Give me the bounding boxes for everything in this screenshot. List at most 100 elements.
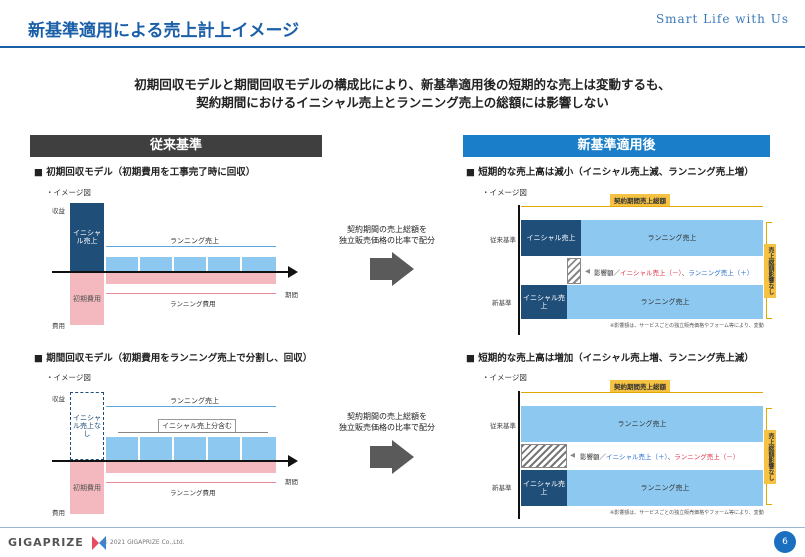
allocation-text-1-line1: 契約期間の売上総額を — [347, 225, 427, 234]
copyright: © 2021 GIGAPRIZE Co.,Ltd. — [102, 539, 185, 546]
case1-new-label: 新基準 — [492, 299, 512, 307]
model2-cost-label: 費用 — [52, 509, 65, 517]
case1-title: ■ 短期的な売上高は減小（イニシャル売上減、ランニング売上増） — [466, 167, 754, 178]
model2-image-label: ・イメージ図 — [46, 373, 91, 382]
allocation-text-2-line1: 契約期間の売上総額を — [347, 412, 427, 421]
page-number: 6 — [774, 531, 796, 553]
left-panel-header: 従来基準 — [30, 135, 322, 157]
model1-running-block — [174, 257, 206, 271]
convert-arrow-shaft-icon — [370, 446, 392, 468]
case1-new-running-bar: ランニング売上 — [567, 285, 763, 319]
model2-running-block — [208, 437, 240, 460]
case1-contract-total-badge: 契約期間売上総額 — [610, 194, 670, 206]
case2-vertical-axis — [518, 391, 520, 519]
model2-running-cost-bracket — [106, 482, 276, 483]
model1-running-block — [106, 257, 138, 271]
model1-period-label: 期間 — [285, 291, 298, 299]
model1-running-sales-label: ランニング売上 — [170, 237, 219, 245]
summary-line-1: 初期回収モデルと期間回収モデルの構成比により、新基準適用後の短期的な売上は変動す… — [134, 77, 671, 92]
model1-image-label: ・イメージ図 — [46, 188, 91, 197]
model1-time-axis — [52, 271, 290, 273]
model2-running-sales-bracket — [106, 406, 276, 407]
model2-revenue-label: 収益 — [52, 395, 65, 403]
model1-running-block — [208, 257, 240, 271]
model1-running-block — [242, 257, 276, 271]
convert-arrow-head-icon — [392, 252, 414, 286]
case2-note: ※影響額は、サービスごとの独立販売価格やフォーム等により、変動 — [610, 510, 764, 516]
model2-running-block — [106, 437, 138, 460]
case1-no-impact-badge: 売上総額影響なし — [764, 244, 776, 298]
company-logo: GIGAPRIZE — [8, 536, 106, 550]
model1-running-sales-bracket — [106, 246, 276, 247]
model2-includes-initial-label: イニシャル売上分含む — [158, 419, 236, 433]
case1-vertical-axis — [518, 205, 520, 335]
model1-initial-sales-bar: イニシャル売上 — [70, 203, 104, 271]
case2-impact-chevron-icon: ◀ — [570, 451, 575, 459]
case1-old-initial-bar: イニシャル売上 — [521, 220, 581, 256]
case2-impact-b: ランニング売上（－） — [674, 453, 740, 461]
model2-running-cost-label: ランニング費用 — [170, 489, 216, 497]
model1-running-block — [140, 257, 172, 271]
model2-initial-cost-bar: 初期費用 — [70, 462, 104, 514]
model2-time-axis — [52, 460, 290, 462]
case1-impact-chevron-icon: ◀ — [585, 267, 590, 275]
case2-impact-hatch — [521, 444, 567, 468]
case2-no-impact-badge: 売上総額影響なし — [764, 430, 776, 484]
right-panel-header: 新基準適用後 — [463, 135, 770, 157]
allocation-text-2: 契約期間の売上総額を 独立販売価格の比率で配分 — [332, 412, 442, 434]
logo-mark-left-icon — [91, 536, 99, 550]
model2-period-label: 期間 — [285, 478, 298, 486]
case2-impact-prefix: 影響額／ — [580, 453, 606, 461]
case2-contract-bracket — [521, 392, 763, 393]
allocation-text-1: 契約期間の売上総額を 独立販売価格の比率で配分 — [332, 225, 442, 247]
case1-impact-hatch — [567, 258, 581, 284]
case1-image-label: ・イメージ図 — [482, 188, 527, 197]
case2-image-label: ・イメージ図 — [482, 373, 527, 382]
allocation-text-2-line2: 独立販売価格の比率で配分 — [339, 422, 435, 432]
model2-running-block — [140, 437, 172, 460]
model1-running-cost-bracket — [106, 293, 276, 294]
case2-no-impact-bracket-bottom — [766, 504, 772, 505]
case1-no-impact-bracket-top — [766, 222, 772, 223]
convert-arrow-head-icon — [392, 440, 414, 474]
convert-arrow-shaft-icon — [370, 258, 392, 280]
summary-line-2: 契約期間におけるイニシャル売上とランニング売上の総額には影響しない — [196, 95, 609, 110]
case2-old-running-bar: ランニング売上 — [521, 406, 763, 442]
model2-running-block — [242, 437, 276, 460]
model2-title: ■ 期間回収モデル（初期費用をランニング売上で分割し、回収） — [34, 353, 313, 364]
model1-revenue-label: 収益 — [52, 207, 65, 215]
model1-running-cost-bar — [106, 273, 276, 284]
model2-axis-arrow-icon — [288, 455, 298, 467]
model1-title: ■ 初期回収モデル（初期費用を工事完了時に回収） — [34, 167, 256, 178]
case2-title: ■ 短期的な売上高は増加（イニシャル売上増、ランニング売上減） — [466, 353, 754, 364]
allocation-text-1-line2: 独立販売価格の比率で配分 — [339, 235, 435, 245]
logo-mark-right-icon — [98, 536, 106, 550]
model2-includes-bracket — [118, 432, 268, 433]
model1-running-cost-label: ランニング費用 — [170, 300, 216, 308]
footer-divider — [0, 527, 805, 528]
brand-tagline: Smart Life with Us — [655, 12, 789, 26]
model1-axis-arrow-icon — [288, 266, 298, 278]
case2-new-label: 新基準 — [492, 484, 512, 492]
case2-impact-a: イニシャル売上（＋） — [606, 453, 668, 461]
case1-contract-bracket — [521, 206, 763, 207]
case2-impact-text: 影響額／イニシャル売上（＋）、ランニング売上（－） — [580, 453, 740, 461]
model1-cost-label: 費用 — [52, 322, 65, 330]
case1-note: ※影響額は、サービスごとの独立販売価格やフォーム等により、変動 — [610, 323, 764, 329]
case1-no-impact-bracket-bottom — [766, 318, 772, 319]
case2-new-initial-bar: イニシャル売上 — [521, 470, 567, 506]
case1-impact-a: イニシャル売上（－） — [620, 269, 682, 277]
model1-initial-cost-bar: 初期費用 — [70, 273, 104, 325]
model2-running-block — [174, 437, 206, 460]
case2-old-label: 従来基準 — [490, 422, 516, 430]
case2-contract-total-badge: 契約期間売上総額 — [610, 380, 670, 392]
model2-no-initial-sales-box: イニシャル売上なし — [70, 392, 104, 460]
logo-text: GIGAPRIZE — [8, 536, 84, 549]
case1-old-label: 従来基準 — [490, 236, 516, 244]
header-divider — [0, 46, 805, 48]
model2-running-cost-bar — [106, 462, 276, 473]
case1-new-initial-bar: イニシャル売上 — [521, 285, 567, 319]
case2-no-impact-bracket-top — [766, 408, 772, 409]
case1-impact-text: 影響額／イニシャル売上（－）、ランニング売上（＋） — [594, 269, 754, 277]
case1-impact-b: ランニング売上（＋） — [688, 269, 754, 277]
